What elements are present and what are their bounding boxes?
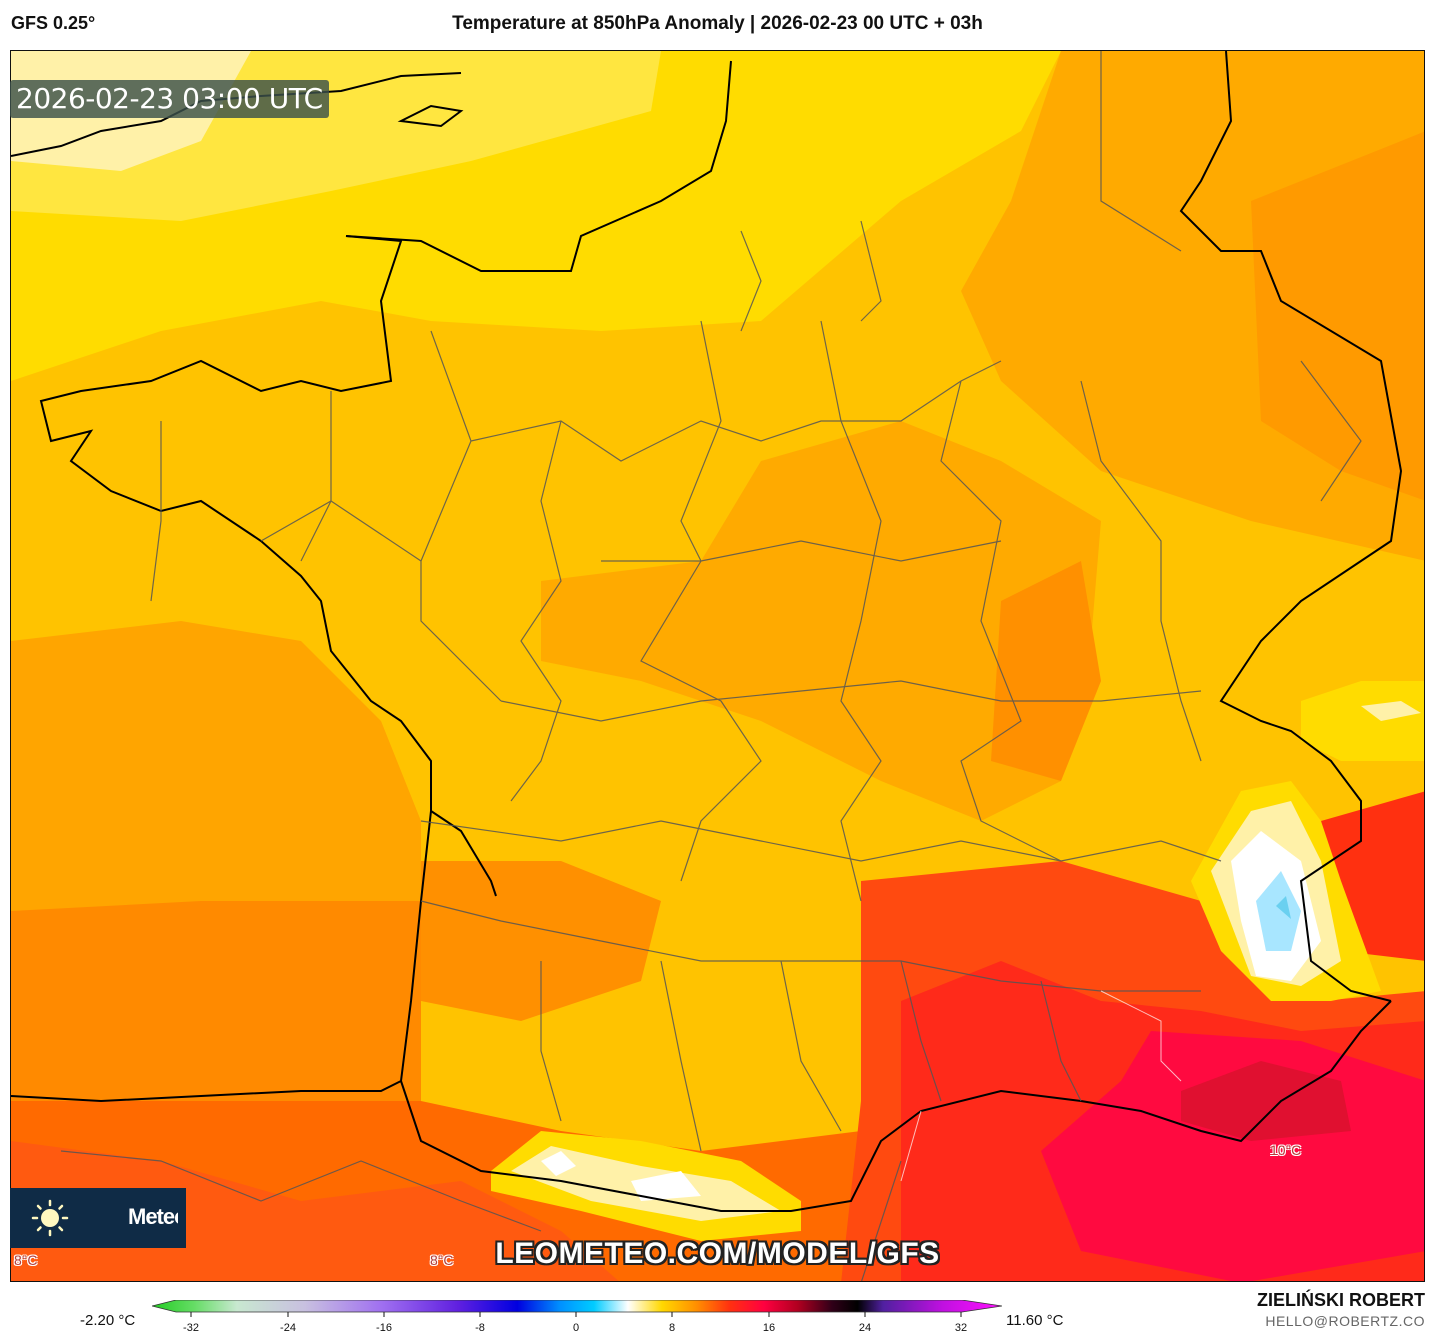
author-credit: ZIELIŃSKI ROBERT HELLO@ROBERTZ.CO [1257, 1290, 1425, 1329]
colorbar-tick: 24 [858, 1322, 872, 1334]
logo-text: Meteo [128, 1204, 178, 1229]
source-watermark: LEOMETEO.COM/MODEL/GFS [495, 1237, 940, 1270]
valid-time-badge: 2026-02-23 03:00 UTC [10, 80, 329, 118]
colorbar-tick: 32 [954, 1322, 968, 1334]
sun-icon [31, 1199, 69, 1237]
colorbar-gradient [152, 1300, 1002, 1317]
colorbar-tick: 0 [572, 1322, 580, 1334]
colorbar-min-label: -2.20 °C [80, 1312, 136, 1329]
chart-title: Temperature at 850hPa Anomaly | 2026-02-… [452, 13, 983, 34]
colorbar-tick: 8 [668, 1322, 676, 1334]
colorbar: -2.20 °C [0, 1295, 1435, 1338]
logo-box[interactable]: Meteo [10, 1188, 186, 1248]
model-label: GFS 0.25° [11, 13, 96, 33]
isotherm-label: 8°C [430, 1252, 454, 1268]
author-name: ZIELIŃSKI ROBERT [1256, 1290, 1425, 1310]
colorbar-tick: -24 [280, 1322, 296, 1334]
temperature-anomaly-map [11, 51, 1424, 1281]
colorbar-tick: 16 [762, 1322, 776, 1334]
colorbar-tick: -32 [183, 1322, 199, 1334]
isotherm-label: 8°C [14, 1252, 38, 1268]
colorbar-tick: -8 [475, 1322, 485, 1334]
map-canvas[interactable] [10, 50, 1425, 1282]
colorbar-tick: -16 [376, 1322, 392, 1334]
colorbar-max-label: 11.60 °C [1006, 1312, 1064, 1329]
author-email[interactable]: HELLO@ROBERTZ.CO [1265, 1313, 1425, 1329]
isotherm-label: 10°C [1270, 1142, 1302, 1158]
